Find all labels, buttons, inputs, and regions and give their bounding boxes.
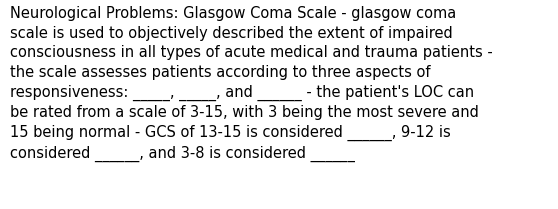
Text: Neurological Problems: Glasgow Coma Scale - glasgow coma
scale is used to object: Neurological Problems: Glasgow Coma Scal… [10,6,493,162]
